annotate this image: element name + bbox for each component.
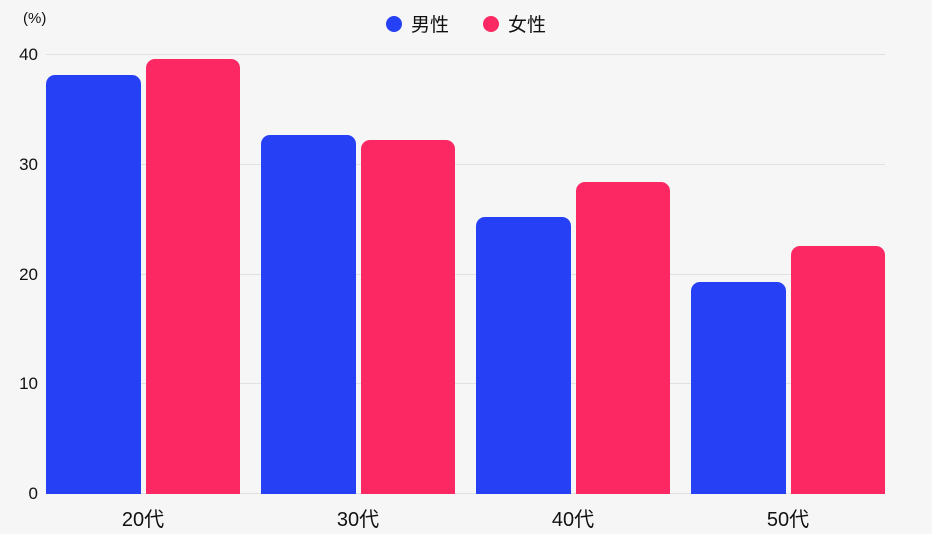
legend-label-male: 男性 <box>410 15 449 36</box>
plot-area: 0 10 20 30 40 20代 30代 40代 50代 <box>19 45 885 531</box>
gridline <box>46 383 885 385</box>
bar-group-50代 <box>691 55 885 494</box>
bar-女性-50代[interactable] <box>790 245 885 494</box>
x-axis-tick-label: 30代 <box>336 509 380 531</box>
x-axis-tick-label: 40代 <box>551 509 595 531</box>
bar-group-20代 <box>46 55 240 494</box>
x-axis-tick-label: 50代 <box>766 509 810 531</box>
bar-女性-30代[interactable] <box>360 139 455 494</box>
y-axis-unit-label: (%) <box>23 10 47 27</box>
bar-女性-20代[interactable] <box>145 59 240 494</box>
bar-女性-40代[interactable] <box>575 182 670 494</box>
bar-group-30代 <box>261 55 455 494</box>
female-series-dot-icon <box>483 15 499 32</box>
legend-item-male[interactable]: 男性 <box>385 10 449 37</box>
legend-label-female: 女性 <box>508 15 547 36</box>
gridline <box>46 163 885 165</box>
bar-男性-40代[interactable] <box>476 217 571 494</box>
legend-item-female[interactable]: 女性 <box>483 10 546 37</box>
bars-layer <box>46 55 885 494</box>
legend: 男性 女性 <box>0 10 932 37</box>
gridline <box>46 54 885 55</box>
bar-男性-30代[interactable] <box>261 135 356 494</box>
y-axis-tick-label: 20 <box>19 264 38 284</box>
gridline <box>46 273 885 275</box>
y-axis-tick-label: 30 <box>19 154 38 174</box>
gridline <box>46 493 885 494</box>
y-axis-tick-label: 10 <box>19 374 38 394</box>
bar-男性-20代[interactable] <box>46 74 141 494</box>
x-axis-tick-label: 20代 <box>121 509 165 531</box>
x-axis-labels: 20代 30代 40代 50代 <box>46 503 885 532</box>
y-axis-tick-label: 0 <box>28 484 38 503</box>
y-axis-tick-label: 40 <box>19 45 38 64</box>
bar-group-40代 <box>476 55 670 494</box>
bar-男性-50代[interactable] <box>691 282 786 494</box>
male-series-dot-icon <box>385 15 402 32</box>
